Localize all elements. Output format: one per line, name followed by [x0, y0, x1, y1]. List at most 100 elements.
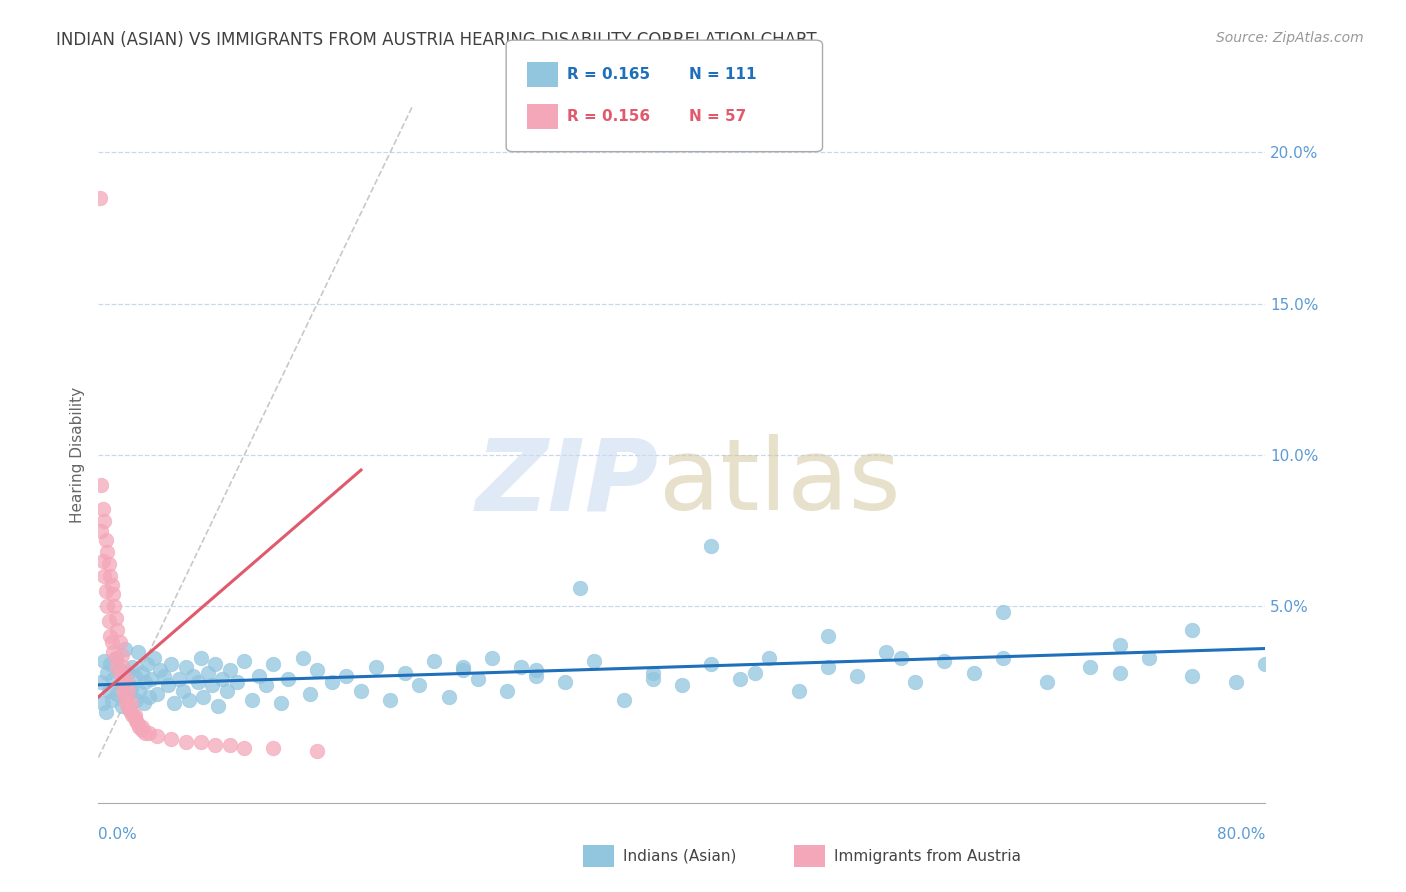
Point: [262, 657, 284, 671]
Point: [111, 648, 134, 662]
Point: [991, 650, 1014, 665]
Point: [211, 672, 233, 686]
Point: [110, 635, 132, 649]
Point: [201, 678, 224, 692]
Point: [93, 654, 115, 668]
Point: [138, 690, 160, 704]
Point: [90, 674, 112, 689]
Point: [187, 674, 209, 689]
Point: [125, 714, 148, 728]
Point: [233, 654, 256, 668]
Point: [1225, 674, 1247, 689]
Point: [94, 584, 117, 599]
Point: [671, 678, 693, 692]
Point: [451, 663, 474, 677]
Point: [120, 696, 142, 710]
Point: [117, 698, 139, 713]
Point: [307, 663, 329, 677]
Point: [467, 672, 489, 686]
Point: [98, 657, 121, 671]
Point: [451, 659, 474, 673]
Point: [226, 674, 249, 689]
Point: [128, 720, 150, 734]
Point: [114, 690, 136, 704]
Point: [510, 659, 533, 673]
Point: [554, 674, 576, 689]
Text: R = 0.156: R = 0.156: [567, 110, 650, 124]
Point: [110, 663, 132, 677]
Point: [134, 674, 156, 689]
Point: [124, 711, 146, 725]
Point: [157, 678, 180, 692]
Point: [364, 659, 387, 673]
Text: 0.0%: 0.0%: [98, 827, 138, 842]
Point: [378, 693, 402, 707]
Point: [111, 698, 134, 713]
Point: [744, 665, 766, 680]
Point: [131, 723, 153, 738]
Point: [1254, 657, 1277, 671]
Point: [1108, 639, 1130, 653]
Text: ZIP: ZIP: [475, 434, 658, 532]
Point: [91, 554, 114, 568]
Point: [117, 665, 139, 680]
Point: [193, 690, 215, 704]
Point: [262, 741, 284, 756]
Point: [104, 650, 127, 665]
Point: [146, 687, 169, 701]
Point: [112, 678, 135, 692]
Point: [1181, 624, 1204, 638]
Point: [142, 650, 165, 665]
Point: [105, 687, 128, 701]
Text: Indians (Asian): Indians (Asian): [623, 849, 737, 863]
Point: [298, 687, 321, 701]
Point: [118, 702, 141, 716]
Point: [583, 654, 606, 668]
Point: [167, 672, 190, 686]
Point: [90, 524, 112, 538]
Point: [408, 678, 430, 692]
Point: [307, 744, 329, 758]
Text: 80.0%: 80.0%: [1218, 827, 1265, 842]
Point: [1080, 659, 1102, 673]
Point: [93, 569, 115, 583]
Point: [103, 599, 125, 614]
Point: [91, 502, 114, 516]
Point: [1137, 650, 1160, 665]
Point: [138, 726, 160, 740]
Point: [93, 515, 115, 529]
Point: [612, 693, 634, 707]
Point: [904, 674, 927, 689]
Text: atlas: atlas: [658, 434, 900, 532]
Point: [128, 684, 150, 698]
Point: [700, 657, 723, 671]
Point: [174, 659, 197, 673]
Point: [132, 696, 155, 710]
Point: [177, 693, 200, 707]
Point: [110, 665, 132, 680]
Point: [845, 669, 868, 683]
Point: [817, 659, 839, 673]
Point: [96, 599, 118, 614]
Point: [91, 696, 114, 710]
Point: [254, 678, 277, 692]
Point: [218, 739, 240, 753]
Point: [204, 657, 226, 671]
Point: [118, 702, 141, 716]
Point: [104, 611, 127, 625]
Point: [524, 669, 547, 683]
Point: [875, 644, 897, 658]
Point: [190, 650, 212, 665]
Point: [335, 669, 357, 683]
Text: INDIAN (ASIAN) VS IMMIGRANTS FROM AUSTRIA HEARING DISABILITY CORRELATION CHART: INDIAN (ASIAN) VS IMMIGRANTS FROM AUSTRI…: [56, 31, 817, 49]
Point: [160, 732, 183, 747]
Point: [112, 684, 135, 698]
Point: [97, 615, 120, 629]
Point: [101, 672, 124, 686]
Point: [115, 690, 138, 704]
Point: [641, 665, 664, 680]
Point: [641, 672, 664, 686]
Point: [153, 669, 176, 683]
Point: [111, 674, 134, 689]
Point: [350, 684, 373, 698]
